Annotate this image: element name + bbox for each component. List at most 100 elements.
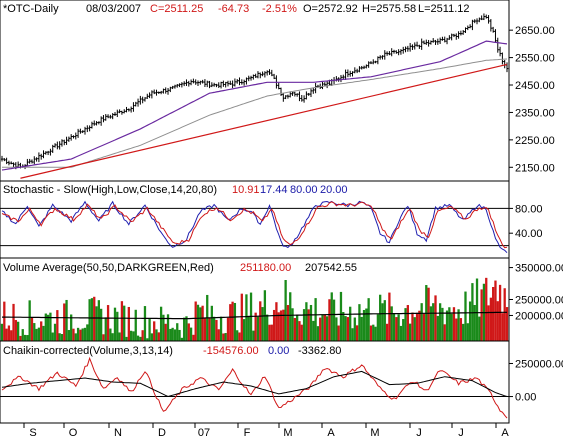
trendline xyxy=(20,63,508,179)
volume-bar xyxy=(3,301,6,341)
volume-bar xyxy=(434,295,437,341)
volume-bar xyxy=(358,304,361,341)
volume-bar xyxy=(201,305,204,341)
volume-bar xyxy=(79,329,82,341)
volume-bar xyxy=(123,305,126,341)
volume-bar xyxy=(330,292,333,341)
volume-panel: Volume Average(50,50,DARKGREEN,Red) 2511… xyxy=(0,257,563,342)
price-axis-tick-label: 2350.00 xyxy=(515,107,555,119)
chaikin-oscillator-line xyxy=(1,356,508,419)
volume-bar xyxy=(37,327,41,341)
volume-bar xyxy=(268,324,271,341)
volume-bar xyxy=(337,325,340,341)
volume-bar xyxy=(457,309,460,341)
volume-bar xyxy=(376,314,380,341)
volume-bar xyxy=(450,313,453,341)
price-axis-tick-label: 2150.00 xyxy=(515,162,555,174)
header-symbol: *OTC-Daily xyxy=(3,3,59,15)
volume-bar xyxy=(275,302,278,341)
chaikin-label: Chaikin-corrected(Volume,3,13,14) xyxy=(3,345,173,357)
volume-label: Volume Average(50,50,DARKGREEN,Red) xyxy=(3,262,214,274)
stochastic-axis-tick-label: 80.00 xyxy=(515,203,543,215)
volume-bar xyxy=(415,312,419,341)
volume-bar xyxy=(360,316,363,341)
volume-bar xyxy=(413,317,416,341)
volume-bar xyxy=(222,333,225,341)
volume-bar xyxy=(14,320,17,341)
volume-bar xyxy=(346,317,350,341)
volume-bar xyxy=(178,329,181,341)
volume-bar xyxy=(164,323,167,341)
volume-bar xyxy=(355,325,359,341)
volume-bar xyxy=(56,310,59,341)
volume-bar xyxy=(328,299,331,341)
volume-bar xyxy=(501,313,504,341)
volume-bar xyxy=(0,323,4,341)
volume-bar xyxy=(289,292,292,341)
volume-bar xyxy=(217,329,220,341)
header-change-pct: -2.51% xyxy=(262,3,297,15)
volume-bar xyxy=(286,305,290,341)
volume-bar xyxy=(305,302,308,341)
volume-bar xyxy=(233,302,237,341)
volume-bar xyxy=(28,300,31,341)
volume-axis-tick-label: 200000.00 xyxy=(515,310,563,322)
volume-bar xyxy=(7,325,11,341)
price-axis-tick-label: 2450.00 xyxy=(515,80,555,92)
date-axis-label: A xyxy=(501,427,509,439)
volume-bar xyxy=(266,314,269,341)
volume-bar xyxy=(494,280,497,341)
volume-bar xyxy=(125,336,128,341)
date-axis-label: F xyxy=(244,427,251,439)
date-axis-label: A xyxy=(327,427,335,439)
price-bars xyxy=(1,13,509,170)
volume-bar xyxy=(132,331,135,341)
volume-bar xyxy=(242,319,246,341)
volume-bar xyxy=(44,313,47,341)
volume-bar xyxy=(383,300,386,341)
volume-bar xyxy=(240,293,243,341)
volume-bar xyxy=(293,317,297,341)
volume-bar xyxy=(284,280,287,341)
volume-bar xyxy=(180,337,184,341)
volume-bar xyxy=(212,316,216,341)
volume-bar xyxy=(399,325,403,341)
volume-bar xyxy=(90,298,94,341)
volume-bar xyxy=(104,317,107,341)
volume-bar xyxy=(141,330,144,341)
volume-bar xyxy=(236,330,239,341)
volume-bar xyxy=(176,323,179,341)
volume-bar xyxy=(300,324,303,341)
volume-bar xyxy=(51,332,54,341)
volume-bar xyxy=(40,321,43,341)
chaikin-value-zero: 0.00 xyxy=(268,345,289,357)
header-high: H=2575.58 xyxy=(362,3,416,15)
price-axis-tick-label: 2550.00 xyxy=(515,53,555,65)
volume-bar xyxy=(372,324,375,341)
volume-bar xyxy=(65,299,68,341)
volume-bar xyxy=(166,314,170,341)
volume-bar xyxy=(342,312,345,341)
volume-bar xyxy=(335,317,338,341)
volume-bar xyxy=(466,323,469,341)
volume-bar xyxy=(438,303,442,341)
volume-bar xyxy=(58,333,61,341)
volume-bar xyxy=(210,305,213,341)
chaikin-value-osc: -154576.00 xyxy=(203,345,259,357)
volume-bar xyxy=(489,297,493,341)
volume-bar xyxy=(97,300,100,341)
volume-bar xyxy=(379,294,382,341)
volume-bar xyxy=(279,310,283,341)
volume-bar xyxy=(369,325,373,341)
price-panel: *OTC-Daily 08/03/2007 C=2511.25 -64.73 -… xyxy=(0,0,555,182)
header-open: O=2572.92 xyxy=(303,3,358,15)
volume-bar xyxy=(353,317,356,341)
volume-bar xyxy=(291,308,294,341)
volume-bar xyxy=(388,292,391,341)
volume-bar xyxy=(302,309,306,341)
volume-bar xyxy=(309,304,313,341)
volume-bar xyxy=(134,309,137,341)
volume-bar xyxy=(173,329,177,341)
volume-bar xyxy=(270,324,273,341)
volume-bar xyxy=(67,330,71,341)
